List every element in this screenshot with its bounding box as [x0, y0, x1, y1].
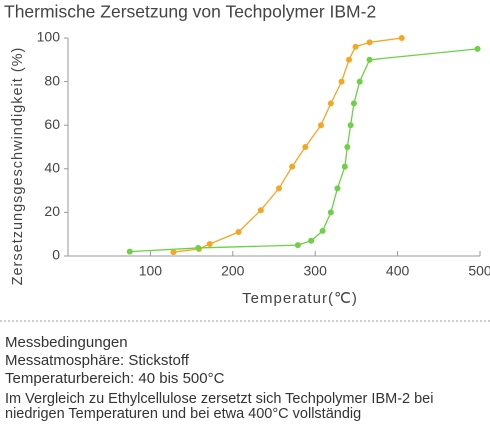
notes-line: Messatmosphäre: Stickstoff [5, 352, 189, 369]
y-tick-label: 80 [44, 72, 60, 88]
data-point [327, 100, 334, 107]
chart: Thermische Zersetzung von Techpolymer IB… [4, 2, 490, 307]
data-point [257, 207, 264, 214]
x-tick-label: 100 [139, 263, 163, 279]
notes-paragraph: Im Vergleich zu Ethylcellulose zersetzt … [5, 391, 434, 422]
data-point [398, 35, 405, 41]
y-tick-label: 60 [44, 116, 60, 132]
data-point [170, 249, 177, 256]
y-tick-label: 20 [44, 203, 60, 219]
data-point [341, 163, 348, 170]
data-point [474, 45, 481, 52]
x-axis-label: Temperatur(℃) [242, 290, 358, 307]
data-point [195, 244, 202, 251]
data-point [366, 39, 373, 46]
x-tick-label: 200 [221, 263, 245, 279]
data-point [235, 229, 242, 236]
data-point [344, 144, 351, 150]
data-point [345, 56, 352, 63]
notes-heading: Messbedingungen [5, 334, 128, 351]
data-point [302, 144, 309, 150]
data-point [334, 185, 341, 192]
data-point [319, 227, 326, 234]
data-point [338, 78, 345, 85]
x-tick-label: 300 [304, 263, 328, 279]
data-point [289, 163, 296, 170]
y-tick-label: 100 [37, 29, 61, 45]
data-point [347, 122, 354, 129]
separator [0, 320, 490, 322]
x-tick-label: 500 [468, 263, 490, 279]
data-point [317, 122, 324, 129]
data-point [356, 78, 363, 85]
data-point [350, 100, 357, 107]
y-axis-label: Zersetzungsgeschwindigkeit (%) [10, 47, 26, 286]
y-tick-label: 0 [52, 247, 60, 263]
notes: Messbedingungen Messatmosphäre: Sticksto… [5, 334, 487, 422]
y-tick-label: 40 [44, 160, 60, 176]
data-point [308, 237, 315, 244]
data-point [352, 43, 359, 50]
data-point [294, 242, 301, 249]
series-line [173, 37, 402, 253]
chart-title: Thermische Zersetzung von Techpolymer IB… [4, 2, 376, 22]
data-point [275, 185, 282, 192]
data-point [126, 248, 133, 255]
data-point [366, 56, 373, 63]
notes-line: Temperaturbereich: 40 bis 500°C [5, 370, 225, 387]
x-tick-label: 400 [386, 263, 410, 279]
data-point [206, 241, 213, 248]
data-point [327, 209, 334, 216]
